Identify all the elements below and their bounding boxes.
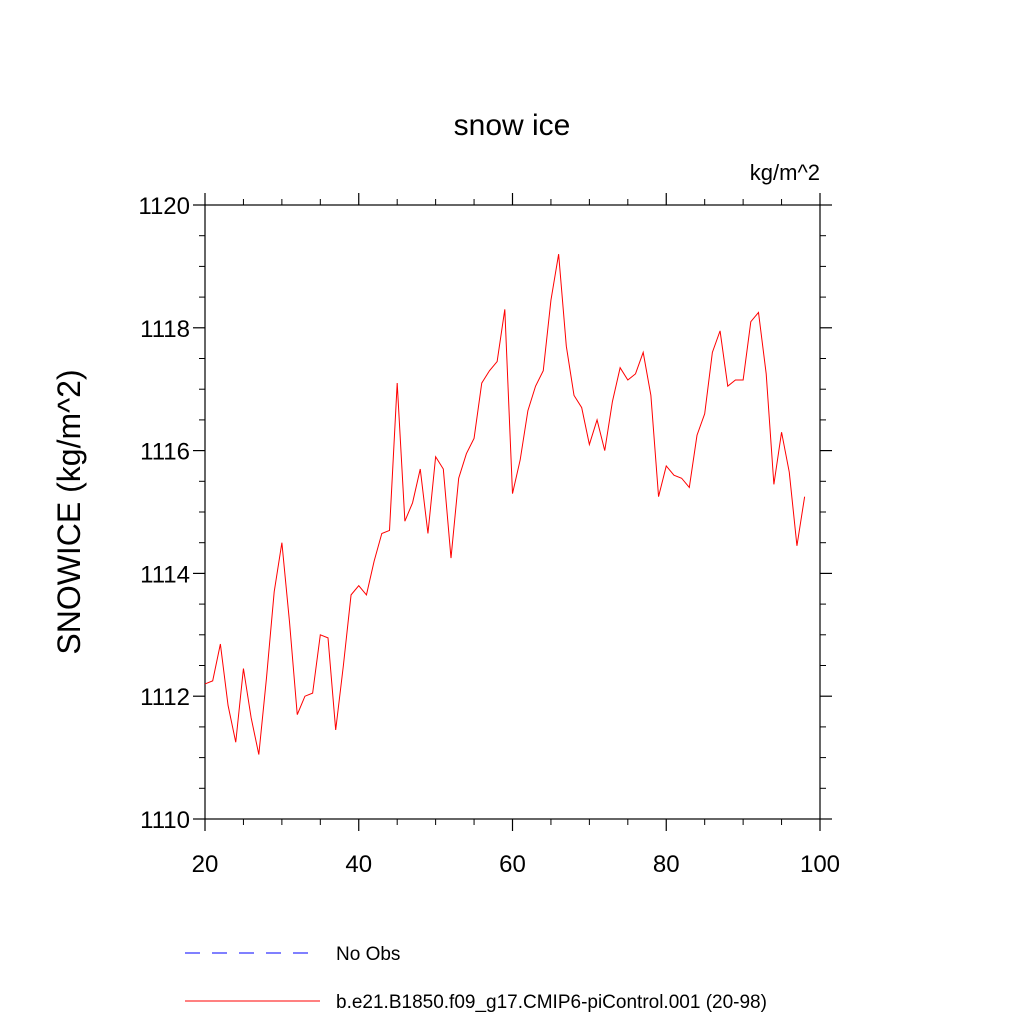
chart-title: snow ice [454, 109, 571, 142]
x-tick-label: 100 [800, 851, 840, 878]
y-tick-label: 1114 [140, 561, 190, 588]
y-axis-label: SNOWICE (kg/m^2) [51, 369, 87, 654]
y-tick-label: 1112 [140, 684, 190, 711]
axis-ticks [193, 193, 832, 831]
legend-label-no-obs: No Obs [336, 944, 400, 965]
y-tick-label: 1116 [140, 439, 190, 466]
legend-label-picontrol: b.e21.B1850.f09_g17.CMIP6-piControl.001 … [336, 992, 767, 1013]
axis-tick-labels: 20 40 60 80 100 1110 1112 1114 1116 1118 1120 [138, 193, 840, 878]
x-tick-label: 20 [192, 851, 219, 878]
y-tick-label: 1120 [138, 193, 190, 220]
units-label: kg/m^2 [750, 160, 820, 185]
y-tick-label: 1110 [140, 807, 190, 834]
x-tick-label: 80 [653, 851, 680, 878]
y-tick-label: 1118 [140, 316, 190, 343]
x-tick-label: 60 [499, 851, 526, 878]
x-tick-label: 40 [345, 851, 372, 878]
series-lines [204, 254, 806, 755]
plot-frame [204, 204, 821, 820]
legend: No Obs b.e21.B1850.f09_g17.CMIP6-piContr… [185, 944, 767, 1013]
series-line-1 [204, 254, 806, 755]
